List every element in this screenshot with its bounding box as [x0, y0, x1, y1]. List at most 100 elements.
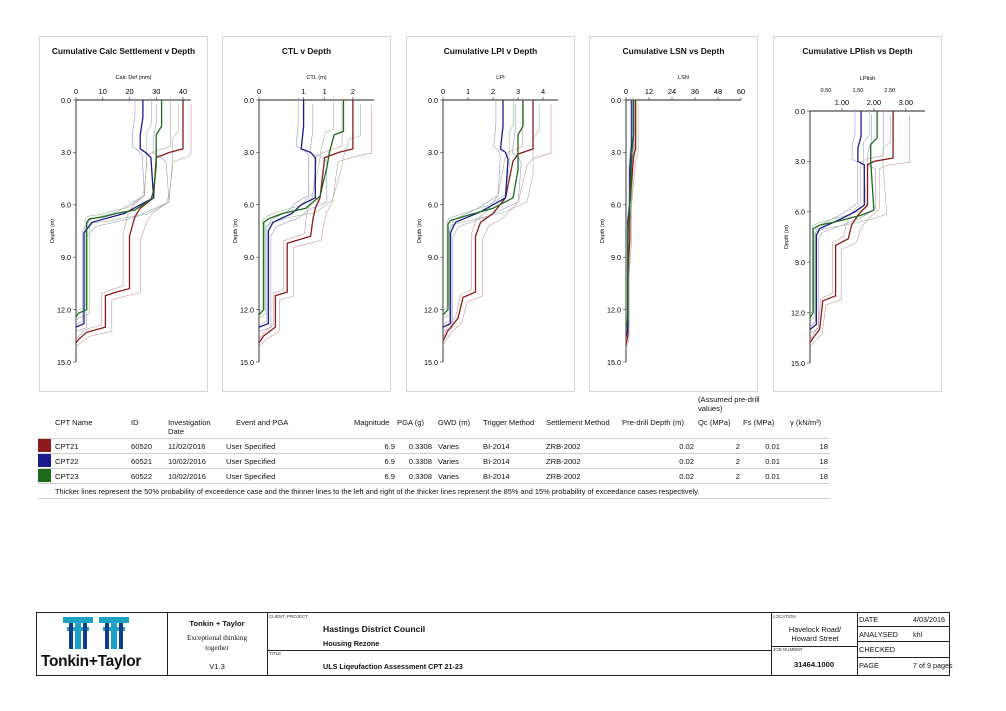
series-line-cpt23-85pct: [258, 97, 334, 313]
table-row: CPT21 60520 11/02/2016 User Specified 6.9 0.3…: [38, 438, 830, 453]
chart-title: Cumulative LSN vs Depth: [622, 46, 725, 56]
series-line-cpt23-15pct: [809, 115, 891, 322]
x-tick-label: 10: [99, 87, 107, 96]
series-line-cpt23: [809, 111, 878, 318]
cell-magnitude: 6.9: [384, 472, 395, 481]
location: Havelock Road/ Howard Street: [788, 625, 842, 643]
x-tick-label: 0: [257, 87, 261, 96]
series-line-cpt22-15pct: [75, 104, 170, 332]
x-tick-label: 2: [351, 87, 355, 96]
chart-panel-settlement: Cumulative Calc Settlement v Depth Calc …: [39, 36, 208, 392]
version: V1.3: [209, 662, 225, 671]
chart-panel-lpiish: Cumulative LPIish vs Depth LPIish 0.50 1.5…: [773, 36, 942, 392]
y-tick-label: 6.0: [244, 201, 254, 210]
y-tick-label: 0.0: [61, 96, 71, 105]
chart-panel-ctl: CTL v Depth CTL (m) 0 1 1 2 0.0 3.0 6.0 9.0 12.0 1…: [222, 36, 391, 392]
client-label: CLIENT, PROJECT: [269, 614, 309, 619]
x-tick-label: 2.50: [884, 88, 895, 94]
series-line-cpt23-15pct: [75, 104, 179, 322]
cell-name: CPT21: [55, 442, 79, 451]
cell-qc: 2: [735, 442, 740, 451]
series-line-cpt21-15pct: [442, 104, 552, 346]
x-tick-label: 48: [714, 87, 722, 96]
series-line-cpt22: [442, 100, 509, 328]
header-id: ID: [131, 418, 139, 427]
series-line-cpt21: [258, 100, 354, 344]
x-tick-label: 40: [179, 87, 187, 96]
cell-id: 60522: [131, 472, 153, 481]
chart-settlement: Calc Def (mm) 0 10 20 30 40 0.0 3.0 6.0 9.0 12.0 15…: [50, 75, 192, 367]
series-line-cpt23: [442, 100, 524, 316]
chart-title: Cumulative LPIish vs Depth: [802, 46, 913, 56]
cell-name: CPT22: [55, 457, 79, 466]
y-tick-label: 3.0: [428, 148, 438, 157]
series-line-cpt23: [258, 100, 345, 316]
series-line-cpt21-15pct: [75, 104, 192, 348]
cell-trigger: BI-2014: [483, 442, 510, 451]
series-line-cpt22: [75, 100, 155, 328]
y-tick-label: 12.0: [57, 305, 71, 314]
cell-trigger: BI-2014: [483, 457, 510, 466]
cell-pga: 0.3308: [408, 442, 432, 451]
company-name: Tonkin + Taylor: [189, 619, 245, 628]
y-tick-label: 6.0: [611, 201, 621, 210]
header-name: CPT Name: [55, 418, 93, 427]
title-label: TITLE: [269, 651, 282, 656]
chart-panel-lsn: Cumulative LSN vs Depth LSN 0 12 24 36 48 60 0.…: [589, 36, 758, 392]
y-tick-label: 0.0: [428, 96, 438, 105]
page-value: 7 of 9 pages: [913, 661, 953, 670]
header-gamma: γ (kN/m³): [790, 418, 822, 427]
cell-event: User Specified: [226, 442, 276, 451]
cell-date: 11/02/2016: [168, 442, 206, 451]
checked-label: CHECKED: [859, 645, 896, 654]
header-qc: Qc (MPa): [698, 418, 731, 427]
series-line-cpt22-15pct: [809, 115, 876, 334]
x-tick-label: 1: [466, 87, 470, 96]
page-label: PAGE: [859, 661, 879, 670]
y-tick-label: 12.0: [424, 305, 438, 314]
x-tick-label: 24: [668, 87, 676, 96]
header-date: Investigation Date: [168, 418, 211, 436]
y-axis-label: Depth (m): [233, 219, 239, 243]
cell-predrill: 0.02: [679, 472, 694, 481]
cell-id: 60521: [131, 457, 153, 466]
series-line-cpt22-15pct: [442, 104, 522, 332]
x-tick-label: 4: [541, 87, 545, 96]
x-tick-label: 0: [441, 87, 445, 96]
chart-panel-lpi: Cumulative LPI v Depth LPI 0 1 2 3 4 0.0 3.0 6.0…: [406, 36, 575, 392]
cell-date: 10/02/2016: [168, 472, 207, 481]
chart-title: Cumulative Calc Settlement v Depth: [51, 46, 196, 56]
x-tick-label: 0: [624, 87, 628, 96]
y-tick-label: 3.0: [611, 148, 621, 157]
header-settlement: Settlement Method: [546, 418, 610, 427]
chart-ctl: CTL (m) 0 1 1 2 0.0 3.0 6.0 9.0 12.0 15.0 Depth (m): [233, 75, 374, 367]
series-line-cpt23-85pct: [809, 108, 870, 316]
cell-gwd: Varies: [438, 472, 459, 481]
series-line-cpt21: [442, 100, 534, 342]
chart-lpi: LPI 0 1 2 3 4 0.0 3.0 6.0 9.0 12.0 15.0 Depth (m): [417, 75, 558, 367]
y-tick-label: 12.0: [607, 305, 621, 314]
company-tagline: Exceptional thinking together: [186, 634, 248, 652]
cell-magnitude: 6.9: [384, 442, 395, 451]
footnote-text: Thicker lines represent the 50% probabil…: [55, 487, 700, 496]
logo-wordmark: Tonkin+Taylor: [41, 653, 142, 670]
analysed-value: khl: [913, 630, 923, 639]
y-tick-label: 6.0: [61, 201, 71, 210]
x-tick-label: 20: [125, 87, 133, 96]
y-tick-label: 15.0: [791, 359, 805, 368]
y-tick-label: 0.0: [611, 96, 621, 105]
series-line-cpt22: [809, 111, 865, 330]
y-tick-label: 9.0: [428, 253, 438, 262]
cell-settlement: ZRB-2002: [546, 472, 581, 481]
series-line-cpt23-15pct: [442, 104, 540, 320]
series-line-cpt21-85pct: [75, 97, 171, 341]
x-tick-label: 30: [152, 87, 160, 96]
cell-name: CPT23: [55, 472, 79, 481]
x-tick-label: 0.50: [821, 88, 832, 94]
header-magnitude: Magnitude: [354, 418, 390, 427]
y-tick-label: 12.0: [791, 308, 805, 317]
y-tick-label: 12.0: [240, 305, 254, 314]
x-axis-label: LPI: [496, 75, 505, 81]
header-pga: PGA (g): [397, 418, 425, 427]
y-tick-label: 0.0: [795, 107, 805, 116]
